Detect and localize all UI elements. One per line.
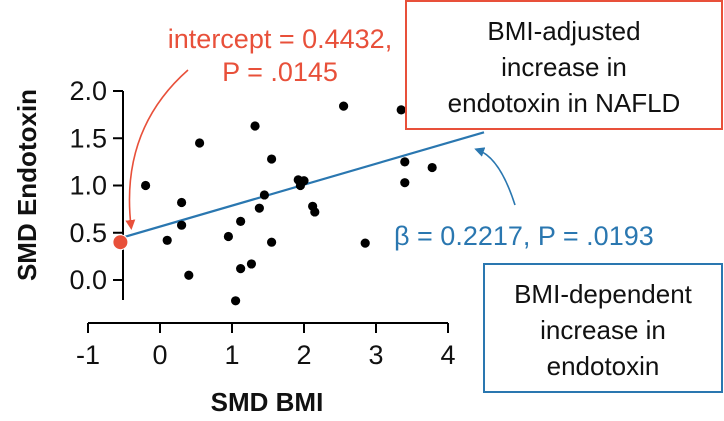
adjusted-box-line-2: increase in: [501, 52, 627, 82]
dependent-box-line-2: increase in: [540, 315, 666, 345]
scatter-point: [400, 178, 410, 188]
x-ticks: -1 0 1 2 3 4: [76, 323, 456, 370]
y-tick-label: 1.5: [69, 123, 107, 153]
y-ticks: 0.0 0.5 1.0 1.5 2.0: [69, 76, 123, 295]
dependent-increase-box: BMI-dependent increase in endotoxin: [483, 263, 723, 393]
x-tick-label: -1: [76, 340, 100, 370]
scatter-point: [310, 207, 320, 217]
scatter-point: [254, 203, 264, 213]
adjusted-box-border: [405, 0, 723, 130]
scatter-point: [162, 235, 172, 245]
scatter-point: [427, 162, 437, 173]
x-tick-label: 4: [440, 340, 455, 370]
scatter-point: [141, 180, 151, 191]
scatter-point: [246, 259, 257, 269]
y-tick-label: 2.0: [69, 76, 107, 106]
scatter-point: [299, 176, 309, 186]
y-tick-label: 0.5: [69, 218, 107, 248]
scatter-point: [250, 121, 260, 131]
scatter-point: [177, 197, 187, 208]
adjusted-increase-box: BMI-adjusted increase in endotoxin in NA…: [405, 0, 723, 130]
scatter-point: [400, 157, 410, 167]
intercept-highlight-point: [112, 234, 129, 251]
scatter-point: [267, 237, 277, 247]
scatter-point: [259, 190, 269, 200]
y-tick-label: 0.0: [69, 265, 107, 295]
beta-arrow: [474, 147, 516, 206]
intercept-arrow: [125, 69, 189, 230]
adjusted-box-line-1: BMI-adjusted: [487, 16, 640, 46]
scatter-point: [360, 238, 370, 248]
y-tick-label: 1.0: [69, 171, 107, 201]
beta-annotation: β = 0.2217, P = .0193: [394, 221, 654, 251]
x-tick-label: 0: [152, 340, 167, 370]
scatter-point: [231, 296, 241, 306]
x-tick-label: 3: [368, 340, 383, 370]
scatter-points: [141, 101, 437, 306]
dependent-box-line-1: BMI-dependent: [514, 279, 693, 309]
dependent-box-border: [483, 263, 723, 393]
scatter-point: [236, 216, 246, 227]
scatter-point: [184, 270, 194, 280]
dependent-box-line-3: endotoxin: [547, 351, 660, 381]
y-axis-title: SMD Endotoxin: [12, 89, 42, 281]
adjusted-box-line-3: endotoxin in NAFLD: [448, 88, 681, 118]
scatter-point: [267, 154, 277, 164]
intercept-annotation: intercept = 0.4432,: [168, 24, 392, 54]
scatter-point: [236, 264, 246, 274]
scatter-point: [223, 231, 233, 242]
scatter-point: [339, 101, 349, 111]
x-tick-label: 1: [224, 340, 239, 370]
x-tick-label: 2: [296, 340, 311, 370]
x-axis-title: SMD BMI: [211, 387, 324, 417]
scatter-point: [177, 220, 187, 230]
intercept-p-annotation: P = .0145: [222, 57, 338, 87]
scatter-point: [195, 138, 205, 148]
scatter-point: [396, 105, 406, 115]
